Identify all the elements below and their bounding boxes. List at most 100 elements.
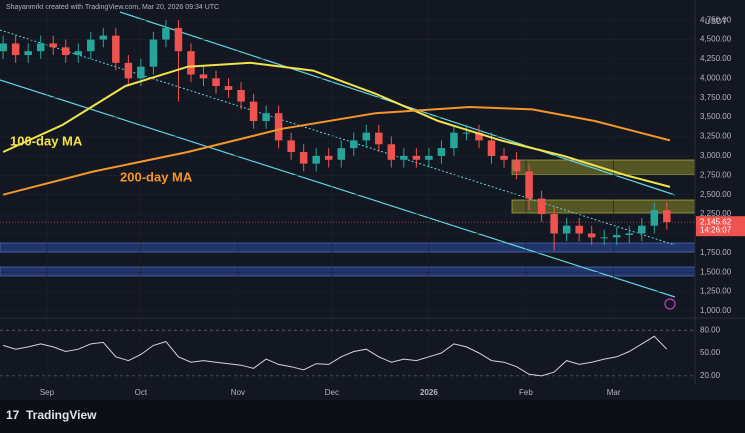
candle-body [562, 225, 571, 234]
channel-line [0, 79, 676, 298]
candle-body [663, 210, 671, 223]
ma-label: 100-day MA [10, 133, 83, 148]
candle-body [124, 62, 133, 79]
candle-body [587, 233, 596, 238]
candle-body [362, 132, 371, 141]
plot: 4,750.00 4,500.00 4,250.00 4,000.00 3,750.00… [0, 0, 745, 397]
candle-body [412, 155, 421, 160]
candle-body [324, 155, 333, 160]
footer-logo: TradingView [26, 408, 97, 422]
x-tick-label: Sep [40, 388, 55, 397]
moving-average [2, 105, 671, 196]
last-price: 2,145.62 [700, 217, 732, 226]
candle-body [437, 148, 446, 156]
candle-body [575, 225, 583, 234]
candle-body [36, 43, 45, 52]
y-tick-label: 2,750.00 [700, 170, 732, 179]
candle-body [287, 140, 295, 153]
y-tick-label: 1,500.00 [700, 267, 732, 276]
candle-body [149, 39, 158, 67]
candle-body [87, 39, 95, 52]
footer-icon: 17 [6, 408, 20, 422]
candle-body [224, 86, 233, 90]
y-tick-label: 2,250.00 [700, 209, 732, 218]
candle-body [24, 51, 32, 56]
rsi-line [2, 335, 668, 377]
candle-body [462, 132, 471, 134]
y-tick-label: 4,750.00 [700, 15, 732, 24]
ma-label: 200-day MA [120, 169, 193, 184]
y-tick-label: 4,000.00 [700, 73, 732, 82]
x-tick-label: Oct [135, 388, 148, 397]
candle-body [162, 27, 170, 40]
candle-body [299, 152, 308, 164]
candle-body [199, 74, 208, 79]
candle-body [612, 235, 621, 238]
support-zone [0, 266, 696, 277]
candle-body [137, 66, 145, 79]
candle-body [312, 155, 320, 164]
y-tick-label: 3,750.00 [700, 93, 732, 102]
last-price-box [696, 216, 745, 237]
candle-body [337, 148, 345, 160]
candle-body [237, 89, 245, 102]
y-tick-label: 1,250.00 [700, 287, 732, 296]
y-tick-label: 1,000.00 [700, 306, 732, 315]
candle-body [262, 113, 270, 121]
y-tick-label: 3,000.00 [700, 151, 732, 160]
y-tick-label: 80.00 [700, 325, 721, 334]
candle-body [650, 210, 659, 226]
candle-body [487, 140, 496, 156]
candle-body [212, 78, 220, 87]
x-tick-label: Feb [519, 388, 533, 397]
candle-body [550, 214, 558, 234]
candle-body [112, 35, 120, 63]
x-tick-label: Nov [231, 388, 245, 397]
header: Shayanmrkt created with TradingView.com,… [6, 4, 219, 11]
candle-body [0, 43, 7, 52]
candle-body [74, 51, 83, 56]
candle-body [174, 27, 183, 52]
y-tick-label: 2,500.00 [700, 190, 732, 199]
candle-body [537, 198, 546, 215]
y-tick-label: 4,500.00 [700, 35, 732, 44]
candle-body [49, 43, 57, 48]
y-tick-label: 3,250.00 [700, 132, 732, 141]
footer [0, 400, 745, 433]
x-tick-label: 2026 [420, 388, 438, 397]
candle-body [625, 233, 634, 236]
candle-body [425, 155, 433, 160]
candle-body [350, 140, 358, 149]
support-zone [0, 242, 696, 253]
candle-body [187, 51, 195, 75]
candle-body [500, 155, 508, 160]
candle-body [274, 113, 283, 141]
y-tick-label: 20.00 [700, 371, 721, 380]
candle-body [61, 47, 70, 56]
candle-body [525, 171, 533, 199]
x-tick-label: Dec [325, 388, 339, 397]
candle-body [387, 144, 396, 160]
currency: USDT [705, 17, 727, 26]
candle-body [600, 237, 608, 239]
candle-body [249, 101, 258, 121]
y-tick-label: 4,250.00 [700, 54, 732, 63]
y-tick-label: 50.00 [700, 348, 721, 357]
candle-body [512, 159, 521, 172]
candle-body [638, 225, 646, 234]
candle-body [475, 132, 483, 141]
y-tick-label: 1,750.00 [700, 248, 732, 257]
y-tick-label: 3,500.00 [700, 112, 732, 121]
candle-body [400, 155, 408, 160]
candle-body [99, 35, 108, 40]
x-tick-label: Mar [607, 388, 621, 397]
candle-body [450, 132, 458, 149]
alert-icon [664, 298, 676, 310]
candle-body [375, 132, 383, 145]
candle-body [11, 43, 20, 56]
countdown: 14:26:07 [700, 225, 732, 234]
moving-average [2, 61, 671, 188]
